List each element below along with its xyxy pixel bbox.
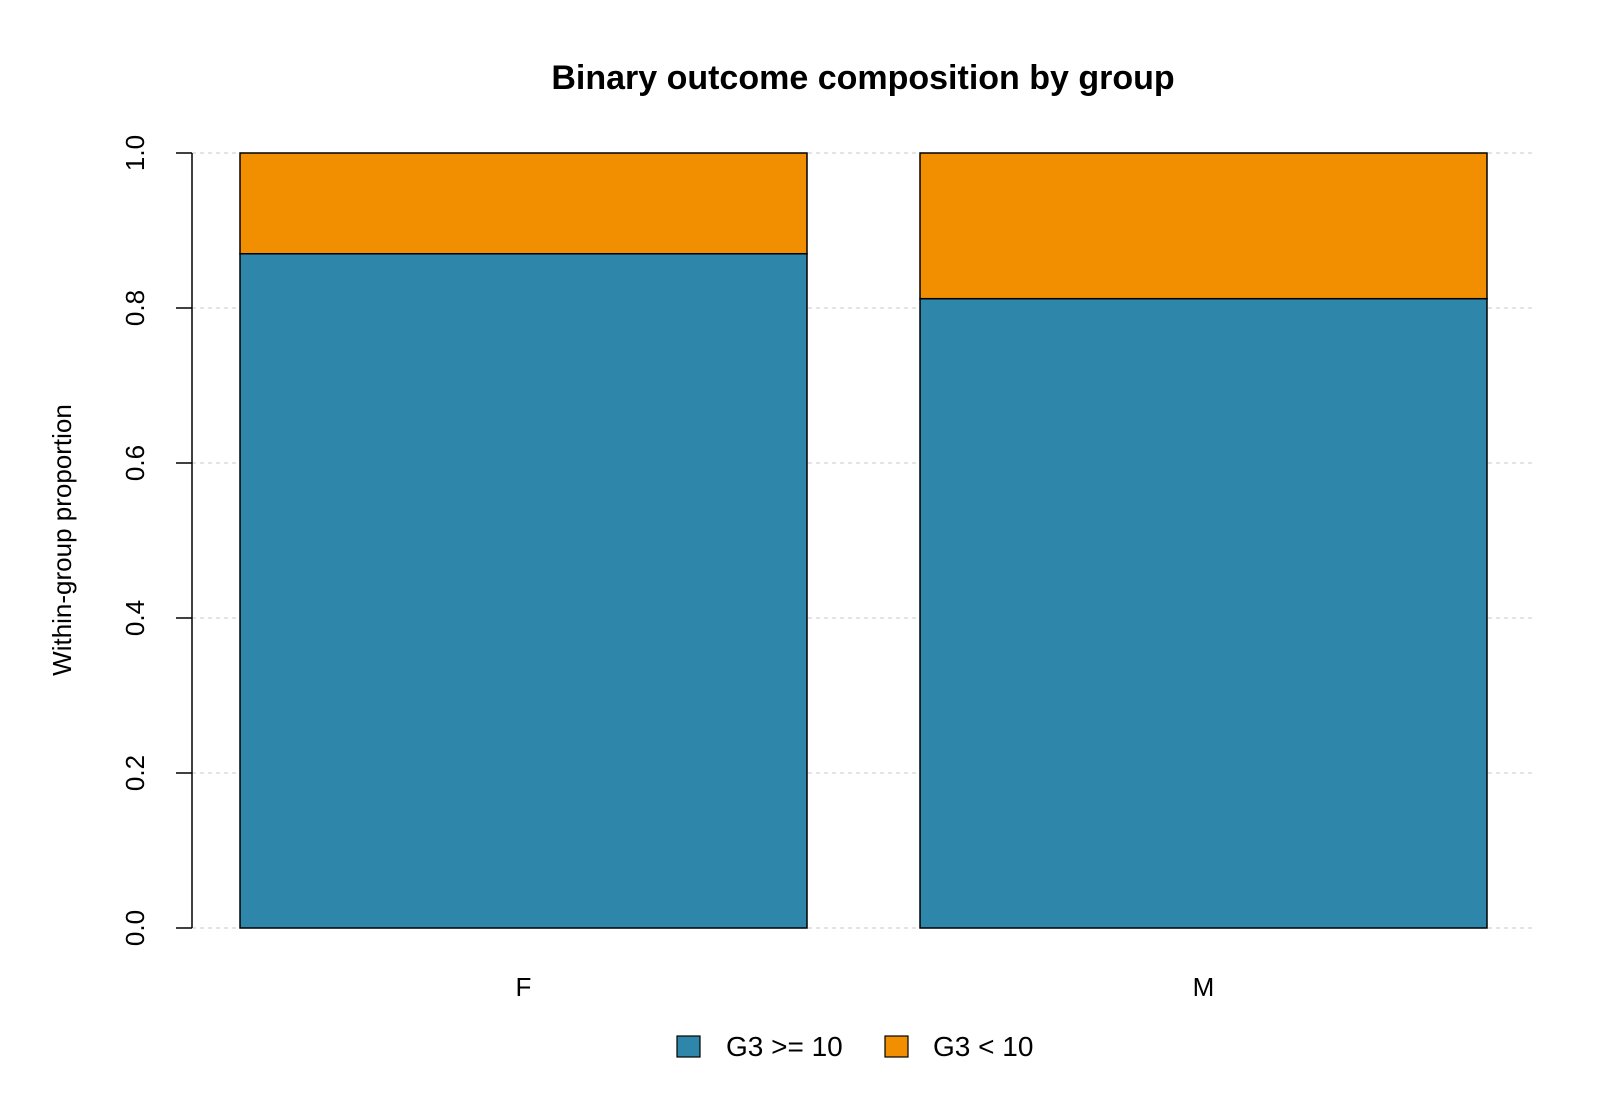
legend: G3 >= 10 G3 < 10 xyxy=(676,1031,1033,1062)
bar-segment-f-series-2 xyxy=(239,152,808,255)
bars xyxy=(239,152,1488,929)
bar-segment-m-series-2 xyxy=(919,152,1488,300)
legend-label: G3 < 10 xyxy=(933,1031,1033,1062)
y-tick-label: 0.4 xyxy=(120,600,150,636)
legend-swatch xyxy=(884,1035,909,1058)
y-tick-label: 0.0 xyxy=(120,910,150,946)
y-tick-label: 0.2 xyxy=(120,755,150,791)
y-tick-label: 0.6 xyxy=(120,445,150,481)
x-tick-label: F xyxy=(516,972,532,1002)
y-axis: 0.0 0.2 0.4 0.6 0.8 1.0 xyxy=(120,135,193,946)
bar-segment-f-series-1 xyxy=(239,253,808,929)
legend-label: G3 >= 10 xyxy=(726,1031,843,1062)
y-tick-label: 0.8 xyxy=(120,290,150,326)
y-axis-label: Within-group proportion xyxy=(47,404,77,676)
bar-segment-m-series-1 xyxy=(919,297,1488,929)
legend-swatch xyxy=(676,1035,701,1058)
y-tick-label: 1.0 xyxy=(120,135,150,171)
chart-title: Binary outcome composition by group xyxy=(551,59,1174,97)
x-tick-label: M xyxy=(1193,972,1215,1002)
